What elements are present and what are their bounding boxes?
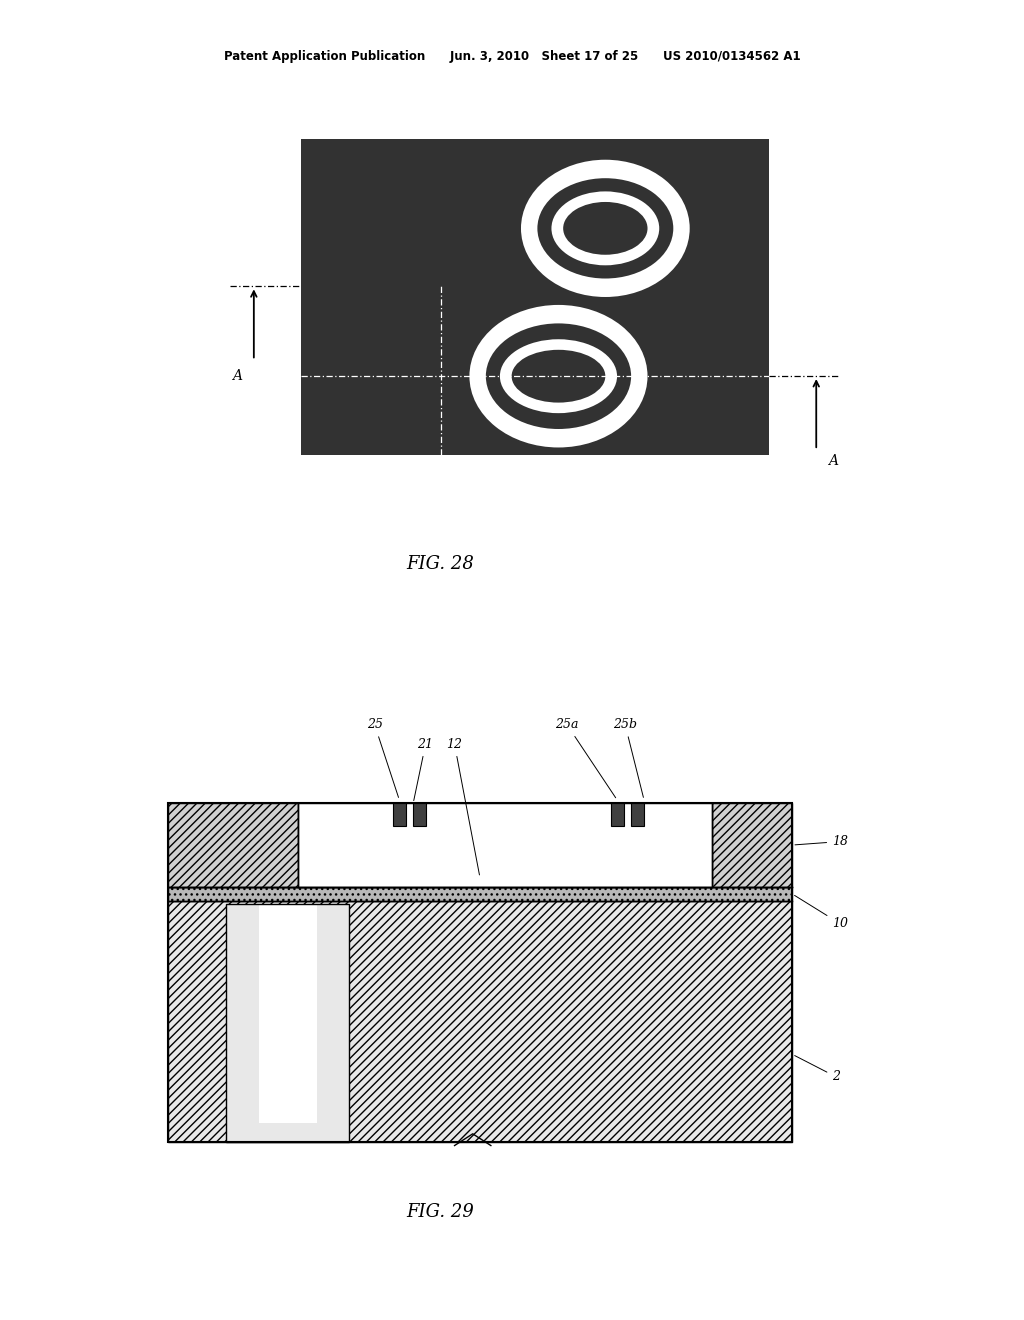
Bar — [631, 804, 644, 826]
Ellipse shape — [500, 339, 617, 413]
Ellipse shape — [552, 191, 659, 265]
Text: A: A — [232, 370, 243, 383]
Text: 25b: 25b — [613, 718, 643, 797]
Text: 21: 21 — [414, 738, 433, 801]
Ellipse shape — [512, 350, 605, 403]
Text: FIG. 28: FIG. 28 — [407, 554, 474, 573]
Bar — [298, 804, 713, 887]
Text: 18: 18 — [795, 836, 848, 847]
Text: 25a: 25a — [555, 718, 615, 797]
Text: 10: 10 — [795, 895, 848, 931]
Text: 25: 25 — [367, 718, 398, 797]
Bar — [301, 139, 769, 455]
Bar — [226, 1123, 349, 1142]
Ellipse shape — [521, 160, 690, 297]
Bar — [168, 902, 793, 1142]
Text: FIG. 29: FIG. 29 — [407, 1203, 474, 1221]
Bar — [298, 869, 713, 887]
Ellipse shape — [485, 323, 631, 429]
Bar — [226, 904, 258, 1142]
Text: Patent Application Publication      Jun. 3, 2010   Sheet 17 of 25      US 2010/0: Patent Application Publication Jun. 3, 2… — [223, 50, 801, 63]
Bar — [168, 804, 793, 1142]
Ellipse shape — [469, 305, 647, 447]
Bar — [226, 904, 349, 1142]
Text: A: A — [827, 454, 838, 467]
Bar — [316, 904, 349, 1142]
Bar — [610, 804, 624, 826]
Bar — [393, 804, 406, 826]
Bar — [713, 804, 793, 887]
Text: 2: 2 — [795, 1056, 840, 1084]
Bar — [413, 804, 426, 826]
Bar — [226, 904, 349, 1142]
Text: 12: 12 — [446, 738, 479, 875]
Ellipse shape — [563, 202, 647, 255]
Bar — [168, 804, 298, 887]
Bar — [258, 904, 316, 1123]
Bar — [168, 887, 793, 902]
Ellipse shape — [538, 178, 674, 279]
